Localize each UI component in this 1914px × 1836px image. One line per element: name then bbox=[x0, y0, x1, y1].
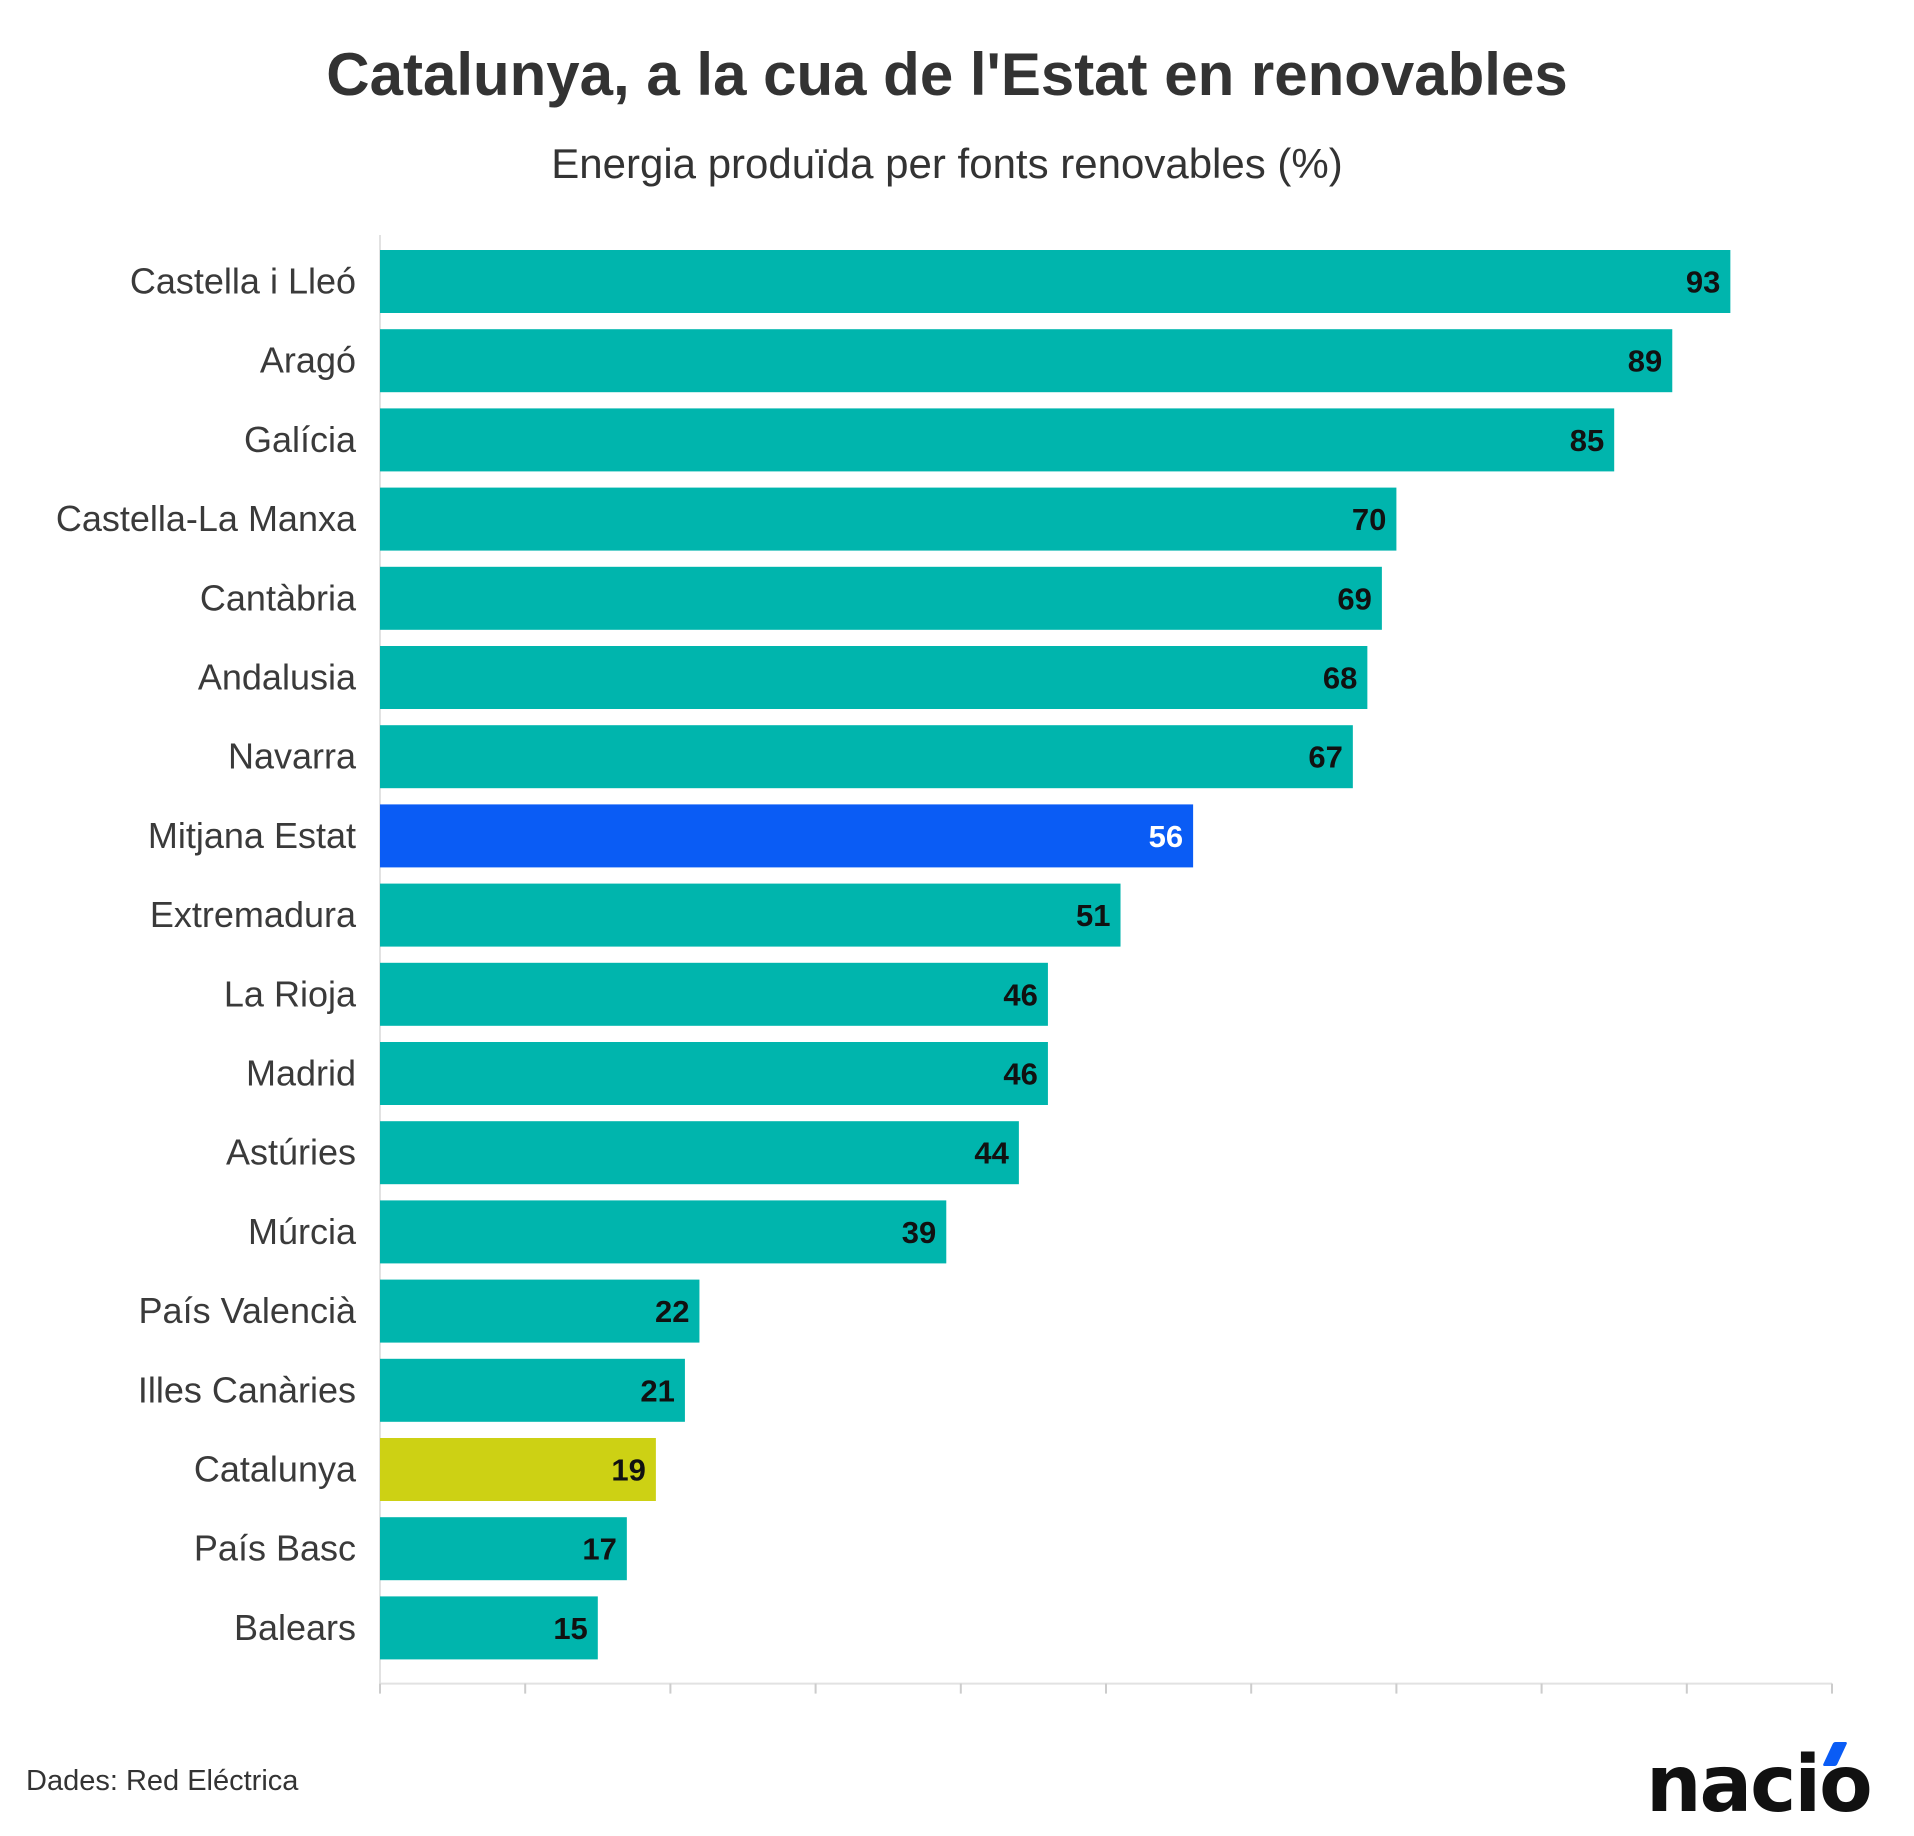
data-label: 19 bbox=[611, 1453, 645, 1488]
data-label: 22 bbox=[655, 1294, 689, 1329]
bar bbox=[380, 329, 1673, 393]
chart-title: Catalunya, a la cua de l'Estat en renova… bbox=[326, 41, 1568, 108]
data-label: 15 bbox=[553, 1611, 587, 1646]
data-label: 89 bbox=[1628, 344, 1662, 379]
category-label: Astúries bbox=[226, 1132, 356, 1173]
category-label: Andalusia bbox=[198, 657, 357, 698]
category-label: Aragó bbox=[260, 340, 356, 381]
data-label: 68 bbox=[1323, 661, 1357, 696]
data-label: 39 bbox=[902, 1215, 936, 1250]
bar bbox=[380, 883, 1121, 947]
bar bbox=[380, 1279, 700, 1343]
category-label: Múrcia bbox=[248, 1211, 357, 1252]
category-label: Cantàbria bbox=[200, 577, 357, 618]
data-label: 51 bbox=[1076, 898, 1110, 933]
data-label: 85 bbox=[1570, 423, 1604, 458]
category-label: Extremadura bbox=[150, 894, 357, 935]
category-label: Castella i Lleó bbox=[130, 261, 356, 302]
category-label: Castella-La Manxa bbox=[56, 498, 357, 539]
data-source: Dades: Red Eléctrica bbox=[26, 1765, 299, 1797]
data-label: 46 bbox=[1003, 1057, 1037, 1092]
data-label: 93 bbox=[1686, 265, 1720, 300]
category-label: Madrid bbox=[246, 1053, 356, 1094]
bar bbox=[380, 1358, 685, 1422]
bar bbox=[380, 725, 1353, 789]
category-label: País Basc bbox=[194, 1528, 356, 1569]
category-label: País Valencià bbox=[139, 1290, 357, 1331]
data-label: 21 bbox=[640, 1373, 674, 1408]
bar bbox=[380, 962, 1048, 1026]
bar bbox=[380, 1517, 627, 1581]
bar bbox=[380, 1438, 656, 1501]
bar bbox=[380, 487, 1397, 551]
category-label: Illes Canàries bbox=[138, 1369, 356, 1410]
bar bbox=[380, 1200, 947, 1264]
bar bbox=[380, 1596, 598, 1660]
bar bbox=[380, 1121, 1019, 1185]
category-label: La Rioja bbox=[224, 973, 357, 1014]
data-label: 17 bbox=[582, 1532, 616, 1567]
data-label: 56 bbox=[1149, 819, 1183, 854]
data-label: 44 bbox=[974, 1136, 1009, 1171]
bar-chart: Castella i Lleó 93 Aragó 89 Galícia 85 Castell… bbox=[56, 235, 1833, 1694]
bar bbox=[380, 1042, 1048, 1105]
bar bbox=[380, 566, 1382, 630]
category-label: Balears bbox=[234, 1607, 356, 1648]
category-label: Navarra bbox=[228, 736, 357, 777]
data-label: 69 bbox=[1337, 581, 1371, 616]
bar bbox=[380, 408, 1615, 472]
category-label: Mitjana Estat bbox=[148, 815, 356, 856]
category-label: Galícia bbox=[244, 419, 357, 460]
bar bbox=[380, 804, 1194, 868]
bar bbox=[380, 250, 1731, 313]
category-label: Catalunya bbox=[194, 1449, 357, 1490]
data-label: 67 bbox=[1308, 740, 1342, 775]
bar bbox=[380, 646, 1368, 709]
data-label: 70 bbox=[1352, 502, 1386, 537]
chart-subtitle: Energia produïda per fonts renovables (%… bbox=[551, 140, 1343, 187]
data-label: 46 bbox=[1003, 977, 1037, 1012]
